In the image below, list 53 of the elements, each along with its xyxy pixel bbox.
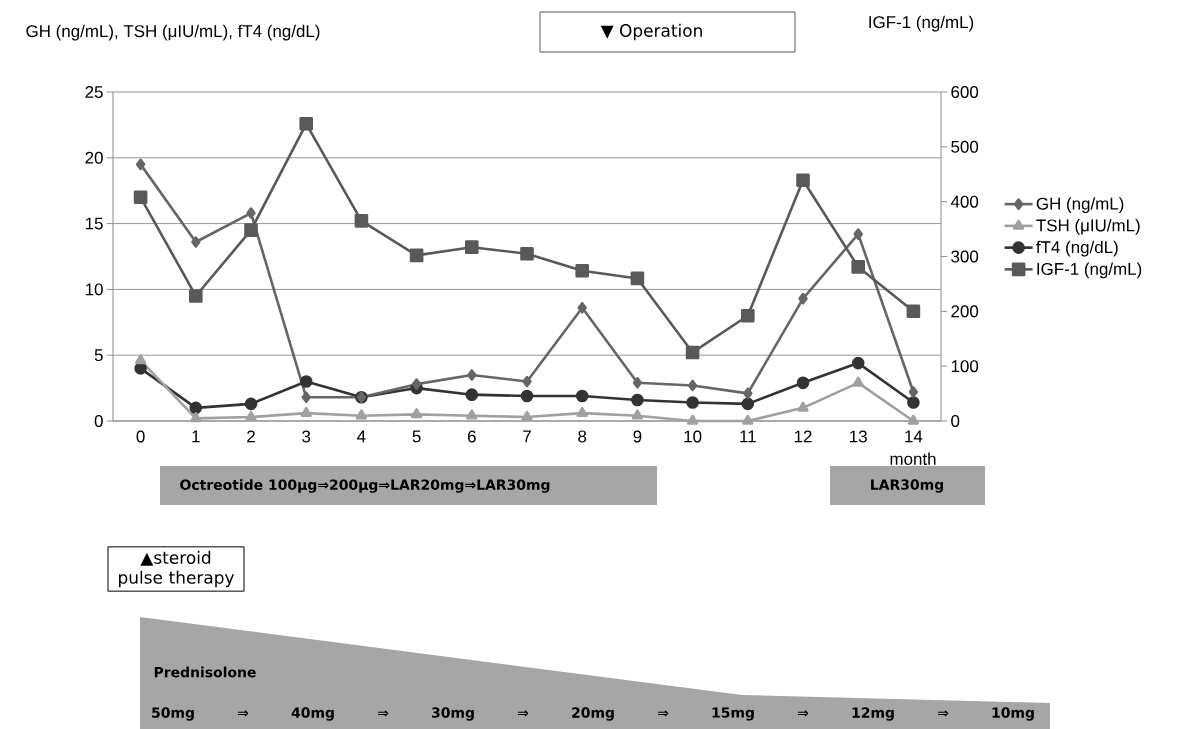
text: ⇒: [517, 710, 529, 717]
x-tick-label: 9: [633, 430, 642, 443]
text: 40mg: [291, 707, 334, 721]
legend-label: fT4 (ng/dL): [1036, 240, 1118, 257]
text: ⇒: [237, 710, 249, 717]
x-tick-label: 11: [740, 430, 756, 443]
x-axis-title: month: [890, 452, 936, 465]
text: ⇒: [657, 710, 669, 717]
x-tick-label: 6: [467, 430, 476, 443]
legend-label: IGF-1 (ng/mL): [1037, 262, 1142, 279]
y2-tick-label: 400: [950, 195, 979, 208]
x-tick-label: 5: [412, 430, 421, 443]
y-tick-label: 15: [85, 217, 103, 230]
x-tick-label: 14: [905, 430, 923, 443]
y-tick-label: 20: [85, 151, 103, 164]
y-tick-label: 5: [94, 349, 103, 362]
x-tick-label: 1: [192, 430, 200, 443]
x-tick-label: 0: [136, 430, 145, 443]
text: 30mg: [431, 707, 474, 721]
y2-tick-label: 100: [951, 360, 979, 373]
text: LAR30mg: [871, 479, 944, 493]
text: 20mg: [572, 707, 614, 721]
x-tick-label: 2: [247, 430, 255, 443]
text: Octreotide 100μg⇒200μg⇒LAR20mg⇒LAR30mg: [180, 479, 550, 493]
x-tick-label: 12: [794, 430, 812, 443]
legend-label: TSH (μIU/mL): [1036, 219, 1140, 235]
x-tick-label: 4: [357, 430, 366, 443]
text: Prednisolone: [154, 666, 256, 678]
y2-tick-label: 600: [951, 85, 979, 98]
text: 15mg: [712, 707, 754, 721]
y2-tick-label: 200: [951, 305, 979, 318]
x-tick-label: 8: [578, 430, 587, 443]
y-axis-title: GH (ng/mL), TSH (μIU/mL), fT4 (ng/dL): [26, 24, 320, 41]
text: ▼ Operation: [600, 23, 702, 41]
y2-tick-label: 300: [951, 250, 979, 263]
y2-tick-label: 500: [951, 140, 979, 153]
x-tick-label: 7: [523, 430, 531, 443]
text: 10mg: [992, 707, 1034, 721]
x-tick-label: 13: [850, 430, 867, 443]
x-tick-label: 3: [302, 430, 311, 443]
y-tick-label: 10: [85, 283, 103, 296]
y2-axis-title: IGF-1 (ng/mL): [869, 15, 974, 32]
text: 50mg: [152, 707, 194, 721]
text: ▲steroid pulse therapy: [119, 550, 234, 588]
y-tick-label: 25: [85, 85, 103, 98]
y-tick-label: 0: [94, 414, 103, 427]
x-tick-label: 10: [684, 430, 702, 443]
text: ⇒: [377, 710, 389, 717]
text: ⇒: [937, 710, 949, 717]
text: 12mg: [852, 707, 894, 721]
y2-tick-label: 0: [951, 414, 960, 427]
text: ⇒: [797, 710, 809, 717]
legend-label: GH (ng/mL): [1036, 197, 1124, 214]
